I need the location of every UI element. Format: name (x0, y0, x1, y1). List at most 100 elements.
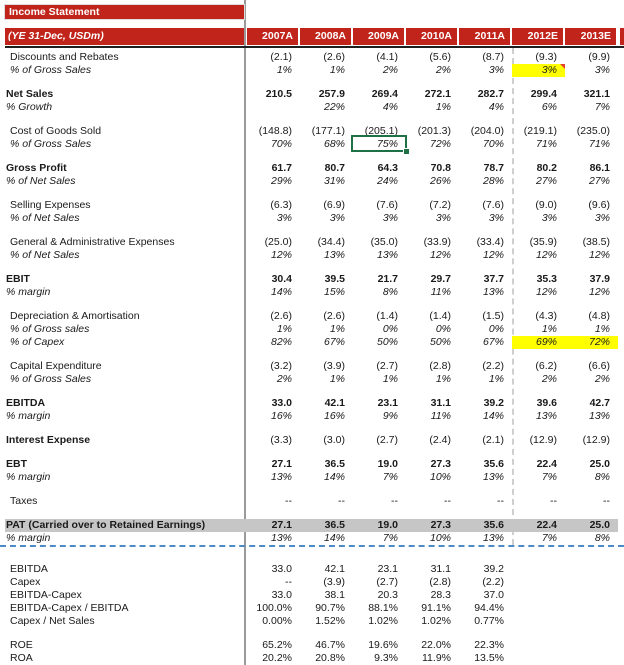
cell[interactable]: 31% (323, 175, 345, 187)
cell[interactable]: 80.7 (324, 162, 345, 174)
cell[interactable]: 13% (323, 249, 345, 261)
row-label[interactable]: EBITDA (6, 397, 46, 409)
cell[interactable]: (3.2) (270, 360, 292, 372)
cell[interactable] (512, 639, 565, 652)
cell[interactable]: 1% (276, 323, 292, 335)
row-label[interactable]: EBITDA-Capex / EBITDA (10, 602, 129, 614)
cell[interactable]: 27.1 (271, 458, 292, 470)
cell[interactable]: 3% (488, 212, 504, 224)
cell[interactable]: 27.3 (430, 519, 451, 531)
cell[interactable]: (235.0) (576, 125, 610, 137)
cell[interactable]: 37.0 (483, 589, 504, 601)
cell[interactable]: 71% (588, 138, 610, 150)
cell[interactable]: (7.6) (482, 199, 504, 211)
cell[interactable]: 88.1% (368, 602, 398, 614)
cell[interactable]: 12% (588, 249, 610, 261)
cell[interactable] (565, 589, 618, 602)
cell[interactable]: (34.4) (317, 236, 345, 248)
cell[interactable] (565, 602, 618, 615)
cell[interactable]: 14% (323, 532, 345, 544)
row-label[interactable]: ROA (10, 652, 33, 664)
cell[interactable]: 67% (323, 336, 345, 348)
cell[interactable]: 2% (382, 64, 398, 76)
row-label[interactable]: Discounts and Rebates (10, 51, 119, 63)
cell[interactable]: (6.6) (588, 360, 610, 372)
cell[interactable]: (9.0) (535, 199, 557, 211)
cell[interactable] (512, 563, 565, 576)
row-label[interactable]: EBIT (6, 273, 30, 285)
row-label[interactable]: EBITDA (10, 563, 48, 575)
cell[interactable]: 13% (270, 532, 292, 544)
cell[interactable]: 33.0 (271, 397, 292, 409)
cell[interactable]: 2% (594, 373, 610, 385)
cell[interactable]: 2% (541, 373, 557, 385)
cell[interactable]: 27.3 (430, 458, 451, 470)
cell[interactable]: 38.1 (324, 589, 345, 601)
header-units-label[interactable]: (YE 31-Dec, USDm) (5, 28, 244, 45)
cell[interactable]: (219.1) (523, 125, 557, 137)
cell[interactable]: 11% (430, 286, 451, 298)
row-label[interactable]: EBT (6, 458, 27, 470)
cell[interactable]: (4.8) (588, 310, 610, 322)
cell[interactable]: 31.1 (430, 397, 451, 409)
cell[interactable]: (12.9) (529, 434, 557, 446)
cell[interactable]: (148.8) (258, 125, 292, 137)
column-header-2013E[interactable]: 2013E (565, 28, 616, 45)
cell[interactable]: 210.5 (265, 88, 292, 100)
column-header-2007A[interactable]: 2007A (247, 28, 298, 45)
cell[interactable]: 33.0 (271, 589, 292, 601)
cell[interactable]: 1% (435, 373, 451, 385)
cell[interactable]: 2% (435, 64, 451, 76)
column-header-2011A[interactable]: 2011A (459, 28, 510, 45)
cell[interactable]: 13% (376, 249, 398, 261)
cell[interactable]: 19.0 (377, 458, 398, 470)
cell[interactable]: 22.3% (474, 639, 504, 651)
cell[interactable]: 39.5 (324, 273, 345, 285)
row-label[interactable]: PAT (Carried over to Retained Earnings) (6, 519, 206, 531)
row-label[interactable]: ROE (10, 639, 33, 651)
cell[interactable]: (2.8) (429, 576, 451, 588)
cell[interactable]: 9% (382, 410, 398, 422)
cell[interactable]: (9.6) (588, 199, 610, 211)
cell[interactable] (247, 101, 300, 114)
row-label[interactable]: % of Net Sales (10, 249, 80, 261)
cell[interactable]: 0.77% (474, 615, 504, 627)
cell[interactable]: 27% (588, 175, 610, 187)
cell[interactable]: 35.6 (483, 458, 504, 470)
row-label[interactable]: % of Net Sales (6, 175, 76, 187)
cell[interactable]: (2.7) (376, 434, 398, 446)
cell[interactable]: (2.8) (429, 360, 451, 372)
highlighted-cell[interactable]: 72% (565, 336, 618, 349)
cell[interactable]: 64.3 (377, 162, 398, 174)
cell[interactable]: 36.5 (324, 519, 345, 531)
cell[interactable]: 11% (430, 410, 451, 422)
cell[interactable] (512, 652, 565, 665)
cell[interactable]: 19.6% (368, 639, 398, 651)
row-label[interactable]: Interest Expense (6, 434, 91, 446)
cell[interactable]: (2.2) (482, 360, 504, 372)
cell[interactable]: 7% (382, 532, 398, 544)
cell[interactable]: 1.02% (368, 615, 398, 627)
cell[interactable]: 12% (588, 286, 610, 298)
cell[interactable]: 12% (482, 249, 504, 261)
cell[interactable]: (35.9) (529, 236, 557, 248)
cell[interactable]: 21.7 (377, 273, 398, 285)
cell[interactable]: 2% (276, 373, 292, 385)
cell[interactable]: 22.4 (536, 458, 557, 470)
cell[interactable] (512, 615, 565, 628)
row-label[interactable]: Capex / Net Sales (10, 615, 95, 627)
cell[interactable]: 14% (270, 286, 292, 298)
cell[interactable]: 23.1 (377, 397, 398, 409)
cell[interactable]: (7.6) (376, 199, 398, 211)
cell[interactable]: 42.1 (324, 563, 345, 575)
cell[interactable]: 20.8% (315, 652, 345, 664)
cell[interactable]: -- (285, 576, 292, 588)
cell[interactable]: 70% (270, 138, 292, 150)
cell[interactable]: 82% (270, 336, 292, 348)
cell[interactable]: 24% (376, 175, 398, 187)
cell[interactable]: 1.52% (315, 615, 345, 627)
selected-cell[interactable]: 75% (351, 135, 410, 155)
cell[interactable]: (2.6) (270, 310, 292, 322)
cell[interactable]: 16% (270, 410, 292, 422)
row-label[interactable]: Selling Expenses (10, 199, 91, 211)
